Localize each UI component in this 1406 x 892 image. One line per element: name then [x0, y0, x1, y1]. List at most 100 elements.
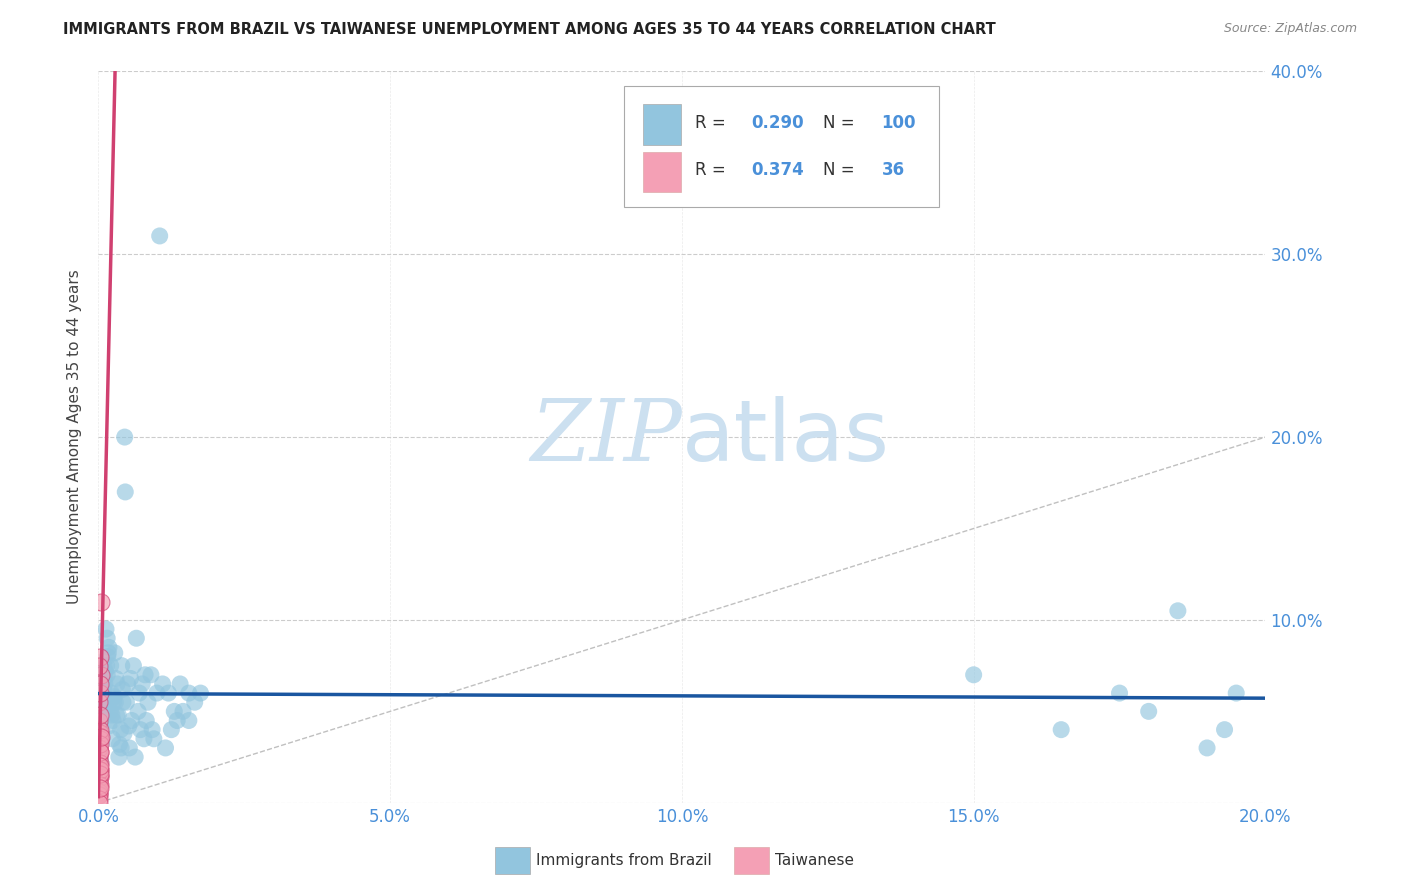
Point [1137, 705, 1160, 719]
Point [155, 740, 177, 755]
Point [90, 730, 112, 744]
Point [103, 695, 125, 709]
Point [87, 792, 110, 806]
Point [110, 723, 132, 737]
Point [139, 667, 162, 681]
Point [89, 723, 111, 737]
Point [89, 781, 111, 796]
Point [89, 737, 111, 751]
FancyBboxPatch shape [624, 86, 939, 207]
Point [93, 658, 115, 673]
Point [87, 787, 110, 801]
Point [89, 763, 111, 777]
Y-axis label: Unemployment Among Ages 35 to 44 years: Unemployment Among Ages 35 to 44 years [67, 269, 83, 605]
Point [97, 646, 120, 660]
Text: IMMIGRANTS FROM BRAZIL VS TAIWANESE UNEMPLOYMENT AMONG AGES 35 TO 44 YEARS CORRE: IMMIGRANTS FROM BRAZIL VS TAIWANESE UNEM… [63, 22, 995, 37]
Point [90, 756, 112, 770]
Point [1108, 686, 1130, 700]
Point [163, 705, 186, 719]
Point [89, 768, 111, 782]
Point [1213, 723, 1236, 737]
Text: ZIP: ZIP [530, 396, 682, 478]
Point [177, 714, 200, 728]
Point [183, 695, 205, 709]
Point [101, 708, 124, 723]
Point [146, 686, 169, 700]
Point [89, 677, 111, 691]
Point [90, 714, 112, 728]
Point [89, 778, 111, 792]
Point [91, 667, 114, 681]
Point [142, 731, 165, 746]
Point [149, 229, 172, 244]
Text: Immigrants from Brazil: Immigrants from Brazil [536, 853, 711, 868]
Point [131, 677, 153, 691]
Point [90, 686, 112, 700]
Point [98, 705, 121, 719]
Point [1050, 723, 1073, 737]
Point [107, 708, 129, 723]
Point [89, 766, 111, 780]
Point [134, 667, 156, 681]
Point [87, 796, 110, 810]
Point [125, 632, 148, 646]
Point [89, 745, 111, 759]
Point [105, 708, 128, 723]
Point [104, 672, 127, 686]
Point [89, 726, 111, 740]
Point [112, 726, 135, 740]
Text: N =: N = [823, 113, 860, 131]
Point [114, 430, 136, 444]
Point [90, 719, 112, 733]
Point [1167, 604, 1189, 618]
Point [172, 705, 194, 719]
Point [89, 745, 111, 759]
Point [89, 737, 111, 751]
Point [93, 682, 115, 697]
Point [87, 789, 110, 803]
Point [93, 672, 115, 686]
Point [97, 719, 120, 733]
Point [135, 714, 157, 728]
Point [136, 695, 159, 709]
Point [87, 750, 110, 764]
Point [87, 781, 110, 796]
Text: 36: 36 [882, 161, 904, 179]
Point [169, 677, 191, 691]
Point [91, 672, 114, 686]
Point [97, 649, 120, 664]
Point [101, 731, 124, 746]
Point [100, 686, 122, 700]
Point [157, 686, 180, 700]
Point [89, 770, 111, 784]
Point [94, 695, 117, 709]
Point [89, 756, 111, 770]
Point [89, 708, 111, 723]
Point [89, 763, 111, 777]
Point [177, 686, 200, 700]
Point [128, 686, 150, 700]
Point [94, 664, 117, 678]
Point [87, 714, 110, 728]
Point [89, 726, 111, 740]
Point [108, 737, 131, 751]
Point [105, 677, 128, 691]
Point [89, 759, 111, 773]
Text: 0.374: 0.374 [751, 161, 803, 179]
Point [89, 731, 111, 746]
Point [118, 740, 141, 755]
Point [87, 658, 110, 673]
Point [115, 695, 138, 709]
Point [117, 677, 139, 691]
Point [89, 731, 111, 746]
Point [87, 759, 110, 773]
Bar [644, 152, 681, 192]
Point [190, 686, 212, 700]
Point [87, 785, 110, 799]
Point [96, 658, 118, 673]
Point [89, 723, 111, 737]
Point [90, 667, 112, 681]
Point [90, 677, 112, 691]
Text: Taiwanese: Taiwanese [775, 853, 855, 868]
Point [89, 750, 111, 764]
